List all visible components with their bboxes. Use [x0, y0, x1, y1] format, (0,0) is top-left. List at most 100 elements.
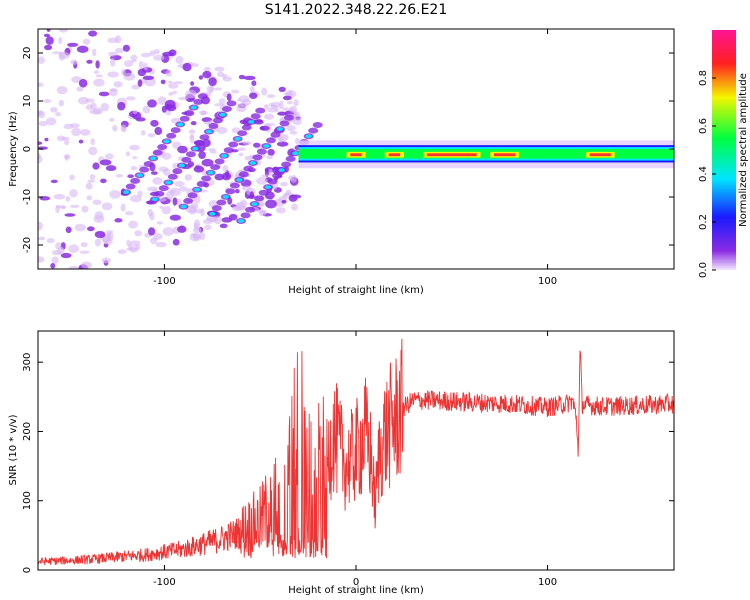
spectrogram-noise-blob — [92, 48, 97, 57]
spectrogram-noise-blob — [69, 123, 80, 128]
spectrogram-noise-blob — [162, 227, 175, 236]
snr-plot-area — [38, 338, 674, 566]
spectrogram-striation-core — [151, 197, 158, 202]
spectrogram-noise-blob — [122, 44, 130, 52]
spectrogram-striation-core — [263, 144, 270, 148]
spectrogram-noise-blob — [152, 177, 163, 185]
spectrogram-noise-blob — [51, 271, 56, 277]
spectrogram-noise-blob — [100, 178, 107, 184]
spectrogram-noise-blob — [38, 120, 48, 127]
spectrogram-noise-blob — [135, 244, 141, 250]
spectrogram-noise-blob — [58, 99, 65, 107]
spectrogram-noise-blob — [234, 188, 240, 194]
spectrogram-noise-blob — [177, 225, 187, 233]
spectrogram-noise-blob — [150, 171, 158, 175]
spectrogram-noise-blob — [208, 77, 217, 87]
spectrogram-noise-blob — [115, 47, 124, 54]
spectrogram-noise-blob — [109, 117, 115, 122]
spectrogram-x-ticks: -100 100 — [153, 29, 557, 287]
spectrogram-noise-blob — [159, 205, 164, 209]
spectrogram-noise-blob — [38, 236, 46, 241]
spectrogram-striation-blob — [240, 212, 251, 219]
spectrogram-noise-blob — [184, 174, 193, 181]
spectrogram-noise-blob — [71, 127, 81, 137]
spectrogram-noise-blob — [76, 86, 84, 92]
spectrogram-noise-blob — [99, 159, 112, 166]
spectrogram-noise-blob — [98, 91, 110, 97]
spectrogram-noise-blob — [281, 199, 287, 204]
spectrogram-noise-blob — [150, 119, 159, 127]
spectrogram-band-peak — [589, 153, 611, 157]
spectrogram-noise-blob — [82, 38, 91, 45]
spectrogram-striation-core — [222, 195, 229, 199]
spectrogram-noise-blob — [38, 141, 43, 145]
spectrogram-noise-blob — [153, 233, 163, 240]
spectrogram-noise-blob — [80, 242, 88, 248]
spectrogram-noise-blob — [71, 76, 82, 84]
spectrogram-noise-blob — [276, 141, 289, 147]
spectrogram-striation-core — [292, 151, 299, 156]
spectrogram-noise-blob — [275, 207, 286, 214]
spectrogram-y-tick-label: 0 — [22, 146, 33, 152]
spectrogram-striation-core — [123, 190, 130, 194]
spectrogram-noise-blob — [238, 74, 246, 80]
spectrogram-noise-blob — [89, 109, 102, 115]
spectrogram-noise-blob — [38, 256, 45, 263]
spectrogram-noise-blob — [129, 194, 142, 203]
spectrogram-striation-blob — [210, 164, 221, 171]
spectrogram-noise-blob — [213, 87, 222, 91]
spectrogram-noise-blob — [249, 92, 258, 99]
spectrogram-striation-blob — [167, 173, 178, 180]
spectrogram-noise-blob — [283, 92, 293, 96]
spectrogram-noise-blob — [168, 83, 179, 89]
spectrogram-noise-blob — [222, 76, 232, 82]
spectrogram-noise-blob — [232, 205, 241, 212]
spectrogram-noise-blob — [192, 227, 202, 234]
figure-title: S141.2022.348.22.26.E21 — [265, 2, 448, 18]
spectrogram-noise-blob — [55, 111, 62, 117]
spectrogram-noise-blob — [293, 99, 299, 107]
snr-y-tick-label: 300 — [22, 353, 33, 372]
spectrogram-noise-blob — [160, 79, 166, 85]
spectrogram-noise-blob — [46, 29, 51, 32]
spectrogram-noise-blob — [137, 79, 143, 87]
spectrogram-band-peak — [388, 153, 401, 157]
spectrogram-noise-blob — [295, 137, 300, 145]
colorbar-tick-label: 0.8 — [698, 70, 709, 86]
spectrogram-noise-blob — [105, 165, 117, 172]
spectrogram-noise-blob — [155, 241, 167, 248]
spectrogram-noise-blob — [130, 54, 138, 61]
spectrogram-striation-core — [192, 146, 199, 151]
spectrogram-noise-blob — [253, 119, 264, 125]
spectrogram-striation-blob — [254, 195, 265, 202]
spectrogram-noise-blob — [198, 151, 206, 160]
spectrogram-noise-blob — [249, 191, 255, 199]
spectrogram-striation-blob — [229, 182, 240, 189]
spectrogram-striation-core — [305, 134, 312, 139]
spectrogram-noise-blob — [278, 86, 286, 92]
spectrogram-noise-blob — [85, 104, 93, 111]
spectrogram-striation-blob — [158, 185, 169, 192]
spectrogram-noise-blob — [147, 227, 156, 236]
spectrogram-noise-blob — [280, 182, 288, 187]
spectrogram-striation-blob — [212, 117, 223, 124]
spectrogram-striation-blob — [139, 166, 150, 173]
spectrogram-noise-blob — [188, 129, 196, 134]
spectrogram-noise-blob — [125, 211, 134, 216]
spectrogram-striation-blob — [270, 131, 281, 138]
spectrogram-noise-blob — [169, 214, 181, 221]
spectrogram-noise-blob — [206, 85, 215, 93]
spectrogram-noise-blob — [198, 75, 204, 80]
spectrogram-striation-blob — [172, 168, 183, 175]
spectrogram-noise-blob — [65, 226, 72, 234]
spectrogram-y-ticks: -20 -10 0 10 20 — [22, 47, 674, 253]
colorbar-gradient — [712, 30, 736, 270]
spectrogram-noise-blob — [209, 150, 217, 154]
snr-x-tick-label: -100 — [153, 577, 176, 588]
spectrogram-noise-blob — [44, 137, 49, 142]
spectrogram-noise-blob — [218, 98, 226, 105]
spectrogram-noise-blob — [216, 71, 225, 78]
spectrogram-noise-blob — [161, 206, 172, 215]
snr-y-tick-label: 0 — [22, 567, 33, 573]
spectrogram-noise-blob — [101, 202, 113, 211]
